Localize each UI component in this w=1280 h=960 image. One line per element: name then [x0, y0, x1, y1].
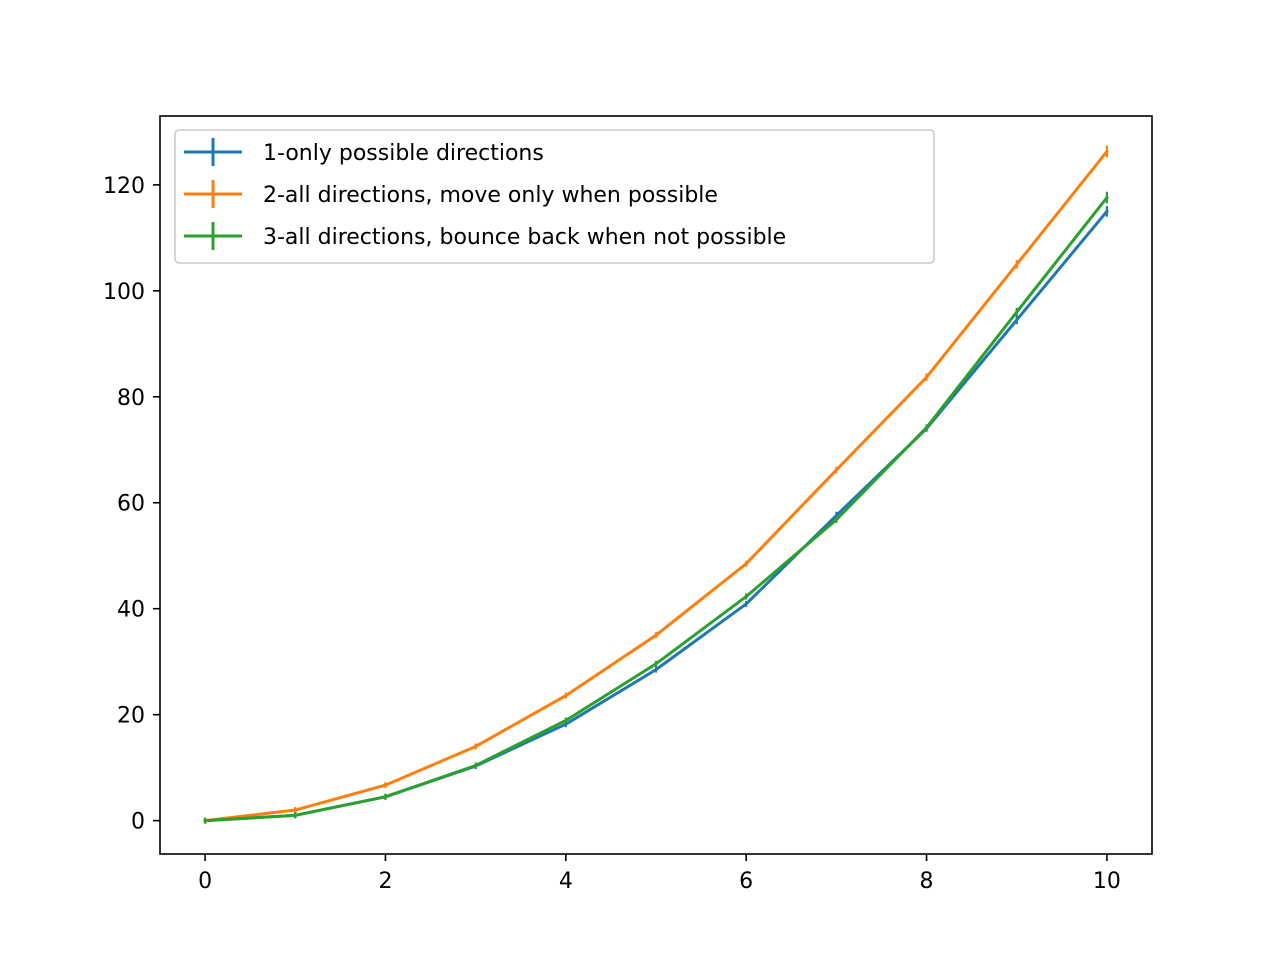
y-axis: 0 20 40 60 80 100 120 [103, 174, 160, 835]
y-tick-label: 20 [117, 704, 145, 729]
legend: 1-only possible directions 2-all directio… [174, 129, 935, 264]
legend-box [174, 129, 935, 264]
x-tick-label: 0 [198, 869, 212, 894]
x-tick-label: 4 [559, 869, 573, 894]
plot-frame [159, 115, 1153, 855]
x-axis: 0 2 4 6 8 10 [198, 854, 1121, 894]
y-tick-label: 40 [117, 598, 145, 623]
x-tick-label: 10 [1093, 869, 1121, 894]
x-tick-label: 6 [739, 869, 753, 894]
y-tick-label: 120 [103, 174, 145, 199]
y-tick-label: 0 [131, 810, 145, 835]
y-tick-label: 100 [103, 280, 145, 305]
legend-label-1: 1-only possible directions [263, 141, 544, 166]
y-tick-label: 60 [117, 492, 145, 517]
legend-label-2: 2-all directions, move only when possibl… [263, 183, 718, 208]
y-tick-label: 80 [117, 386, 145, 411]
x-tick-label: 8 [920, 869, 934, 894]
x-tick-label: 2 [378, 869, 392, 894]
legend-label-3: 3-all directions, bounce back when not p… [263, 225, 786, 250]
plot-lines [203, 145, 1110, 824]
